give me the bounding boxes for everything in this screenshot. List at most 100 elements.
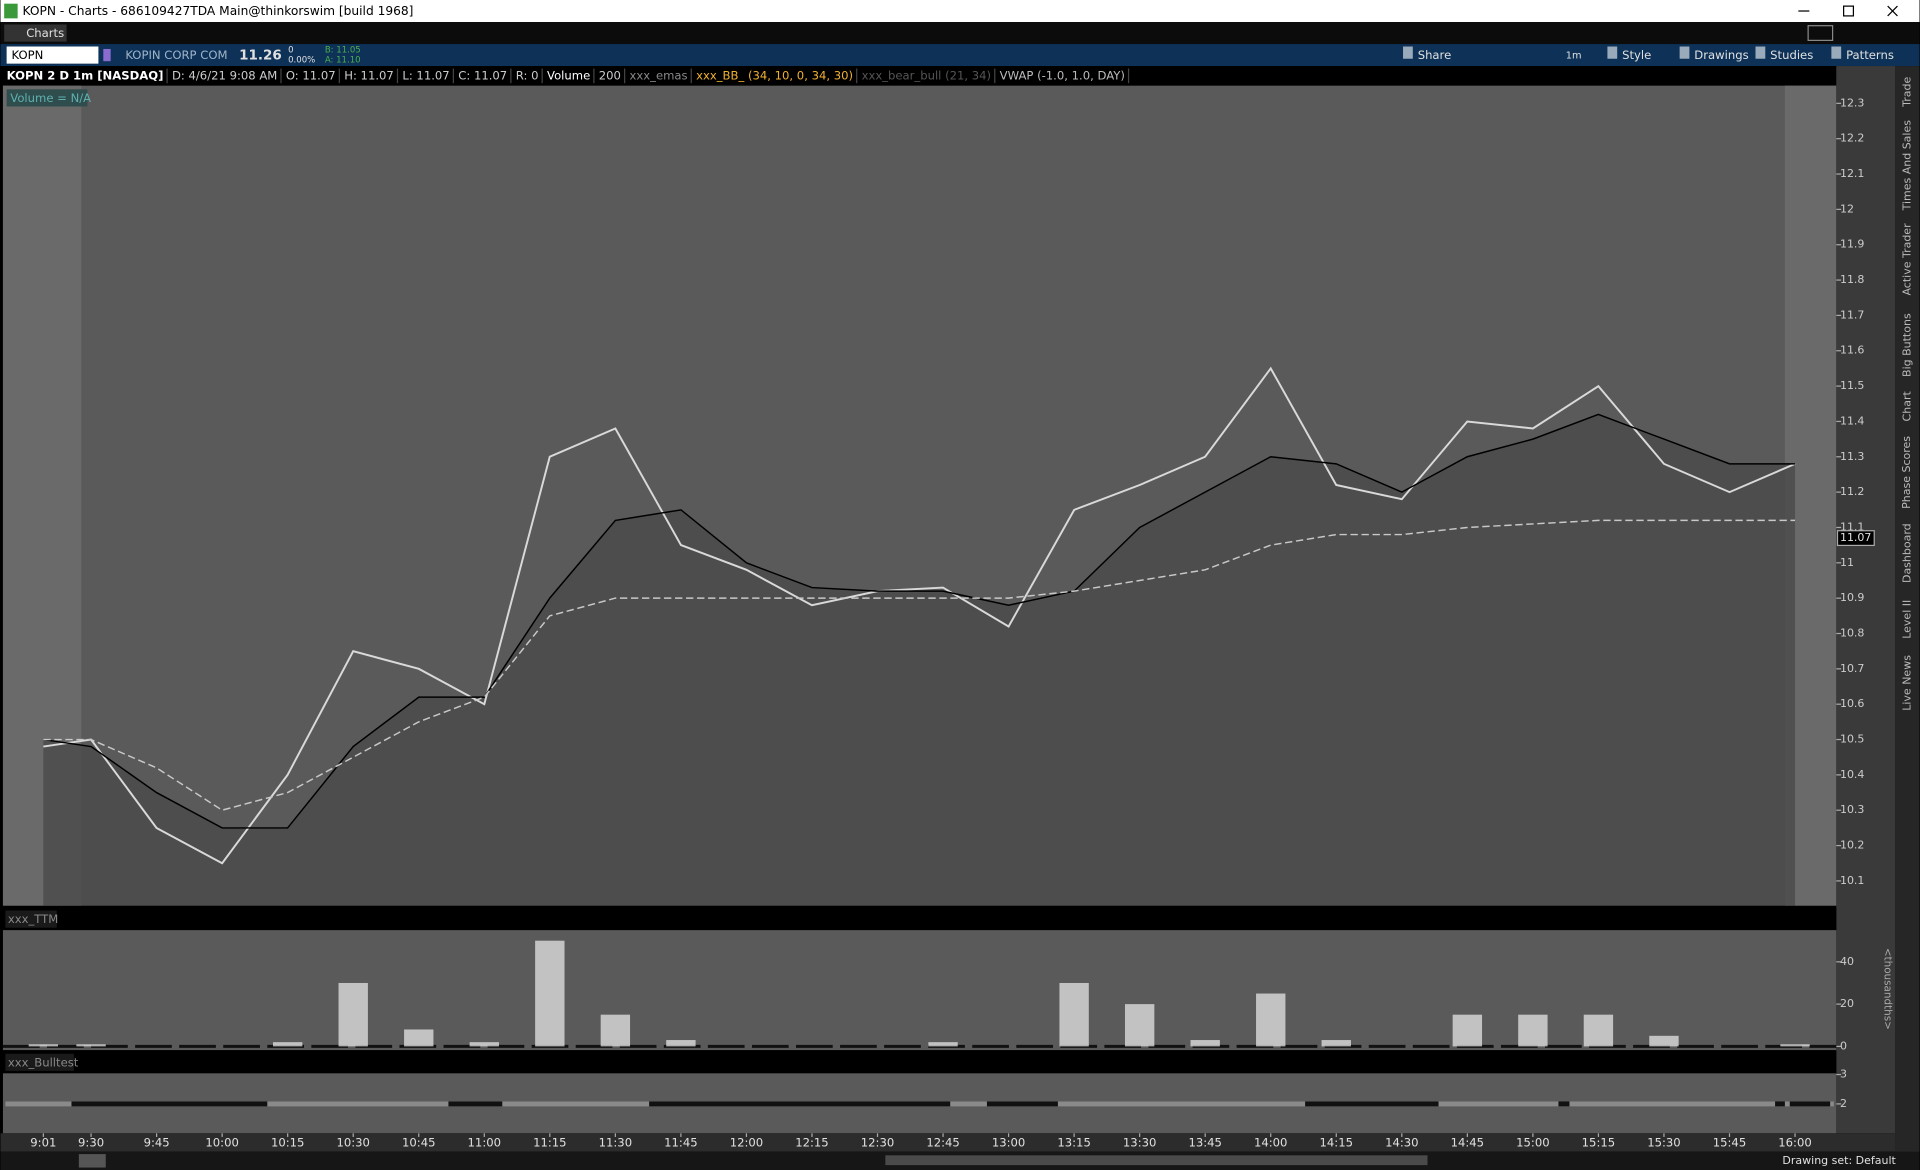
side-tab[interactable]: Phase Scores [1900, 436, 1913, 509]
title-bar [0, 0, 1920, 23]
x-tick-label: 14:15 [1320, 1136, 1353, 1150]
study-legend: KOPN 2 D 1m [NASDAQ] D: 4/6/21 9:08 AM O: … [7, 68, 1130, 84]
side-tab[interactable]: Level II [1900, 600, 1913, 639]
y-tick-label: 11.8 [1840, 273, 1865, 286]
symbol-box[interactable] [6, 46, 99, 64]
toolbar-button-label[interactable]: Drawings [1694, 48, 1748, 62]
scrollbar-thumb[interactable] [885, 1155, 1428, 1166]
y-tick-label: 3 [1840, 1068, 1847, 1081]
toolbar-button[interactable] [1679, 46, 1690, 59]
toolbar-button-label[interactable]: Style [1622, 48, 1651, 62]
info-bar [0, 66, 1837, 85]
x-tick-label: 10:45 [402, 1136, 435, 1150]
toolbar-button[interactable] [1403, 46, 1413, 59]
close-button[interactable] [1887, 5, 1898, 17]
ttm-bar [1583, 1014, 1614, 1047]
y-tick-label: 10.2 [1840, 839, 1865, 852]
toolbar-button[interactable] [1831, 46, 1842, 59]
ttm-title-box [5, 910, 57, 928]
tab-label: Charts [26, 26, 64, 40]
y-tick-label: 11.2 [1840, 485, 1865, 498]
legend-item[interactable]: VWAP (-1.0, 1.0, DAY) [1000, 68, 1125, 82]
y-tick-label: 11.5 [1840, 379, 1865, 392]
ttm-bar [338, 982, 368, 1047]
legend-item[interactable]: R: 0 [516, 68, 539, 82]
legend-item[interactable]: O: 11.07 [286, 68, 336, 82]
side-tab[interactable]: Times And Sales [1900, 120, 1913, 212]
legend-item[interactable]: xxx_emas [630, 68, 688, 82]
y-tick-label: 10.6 [1840, 697, 1865, 710]
legend-item[interactable]: 200 [599, 68, 621, 82]
aggregation[interactable]: 1m [1566, 51, 1582, 62]
ttm-title: xxx_TTM [8, 912, 58, 926]
x-tick-label: 13:30 [1123, 1136, 1156, 1150]
charts-tab[interactable] [4, 24, 67, 42]
ttm-bar [272, 1042, 303, 1047]
ttm-header [2, 908, 1837, 931]
legend-item[interactable]: C: 11.07 [458, 68, 507, 82]
side-tab[interactable]: Big Buttons [1900, 313, 1913, 377]
legend-item[interactable]: L: 11.07 [402, 68, 449, 82]
price-line [43, 519, 1796, 811]
app-icon [4, 3, 18, 19]
link-icon[interactable] [103, 48, 111, 62]
volume-label-box [6, 89, 88, 107]
ttm-bar [928, 1042, 958, 1047]
y-tick-label: 40 [1840, 955, 1854, 968]
x-tick-label: 15:30 [1647, 1136, 1680, 1150]
side-tab[interactable]: Dashboard [1900, 523, 1913, 583]
x-tick-label: 14:00 [1254, 1136, 1287, 1150]
ask: A: 11.10 [325, 55, 361, 65]
y-tick-label: 12.3 [1840, 96, 1865, 109]
y-tick-label: 2 [1840, 1097, 1847, 1110]
ttm-bar [1649, 1035, 1679, 1047]
ttm-bar [1452, 1014, 1483, 1047]
toolbar-buttons: Share Style Drawings Studies Patterns 1m [1403, 46, 1894, 62]
layout-button[interactable] [1807, 25, 1834, 41]
toolbar-button-label[interactable]: Share [1418, 48, 1452, 62]
x-tick-label: 14:30 [1385, 1136, 1418, 1150]
ttm-bar [1256, 993, 1286, 1047]
price-label: 11.07 [1840, 531, 1871, 544]
legend-item[interactable]: xxx_bear_bull (21, 34) [862, 68, 991, 82]
toolbar-button-label[interactable]: Studies [1770, 48, 1813, 62]
toolbar-button-label[interactable]: Patterns [1846, 48, 1894, 62]
x-tick-label: 12:15 [795, 1136, 828, 1150]
y-tick-label: 12.2 [1840, 132, 1865, 145]
ttm-bar [1124, 1004, 1155, 1047]
time-axis [0, 1133, 1896, 1152]
bulltest-header [2, 1051, 1837, 1074]
y-tick-label: 11.9 [1840, 238, 1865, 251]
side-tab[interactable]: Chart [1900, 391, 1913, 422]
restore-button[interactable] [1843, 5, 1855, 17]
side-tab[interactable]: Trade [1900, 77, 1913, 108]
x-tick-label: 11:00 [468, 1136, 501, 1150]
ttm-bar [76, 1044, 106, 1047]
toolbar-button[interactable] [1607, 46, 1618, 59]
x-tick-label: 12:00 [730, 1136, 763, 1150]
x-tick-label: 11:45 [664, 1136, 697, 1150]
side-tab[interactable]: Active Trader [1900, 223, 1913, 296]
legend-item[interactable]: H: 11.07 [344, 68, 394, 82]
drawing-set: Drawing set: Default [1782, 1154, 1896, 1167]
scroll-home[interactable] [78, 1154, 106, 1168]
toolbar-button[interactable] [1755, 46, 1766, 59]
legend-item[interactable]: D: 4/6/21 9:08 AM [172, 68, 277, 82]
y-tick-label: 11.4 [1840, 414, 1865, 427]
y-tick-label: 11.7 [1840, 308, 1865, 321]
x-tick-label: 13:15 [1057, 1136, 1090, 1150]
legend-item[interactable]: Volume [547, 68, 590, 82]
legend-item[interactable]: KOPN 2 D 1m [NASDAQ] [7, 68, 164, 82]
legend-item[interactable]: xxx_BB_ (34, 10, 0, 34, 30) [696, 68, 853, 82]
volume-label: Volume = N/A [10, 91, 91, 105]
net-change-percent: 0.00% [288, 55, 315, 65]
ttm-bar [1190, 1040, 1220, 1047]
side-tab[interactable]: Live News [1900, 655, 1913, 711]
net-change: 0 [288, 46, 293, 56]
x-tick-label: 9:30 [78, 1136, 104, 1150]
x-tick-label: 15:00 [1516, 1136, 1549, 1150]
y-tick-label: 10.8 [1840, 627, 1865, 640]
x-tick-label: 9:45 [144, 1136, 170, 1150]
